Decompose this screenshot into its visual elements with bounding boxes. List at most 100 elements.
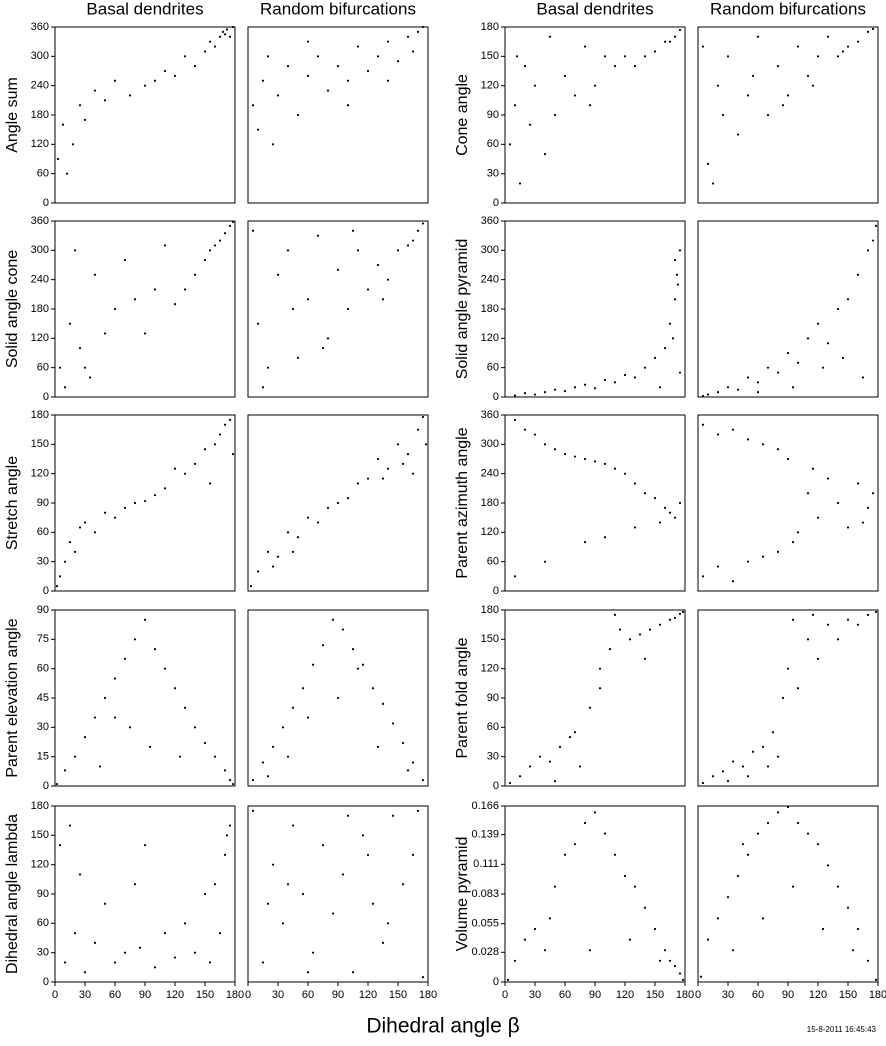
- plot-frame: [54, 26, 236, 204]
- point: [846, 45, 850, 48]
- point: [663, 40, 667, 43]
- x-tick-label: 0: [245, 989, 251, 1001]
- point: [523, 391, 527, 395]
- point: [726, 55, 730, 58]
- point: [593, 387, 597, 390]
- point: [786, 667, 790, 670]
- point: [321, 347, 325, 350]
- point: [668, 40, 672, 43]
- point: [61, 123, 65, 126]
- y-tick-label: 90: [37, 497, 49, 509]
- point: [608, 648, 612, 651]
- point: [78, 526, 82, 529]
- x-tick-label: 60: [302, 989, 314, 1001]
- y-tick-label: 120: [481, 526, 499, 538]
- point: [761, 745, 765, 748]
- point: [756, 35, 760, 38]
- point: [291, 550, 295, 553]
- point: [766, 765, 770, 768]
- point: [113, 677, 117, 680]
- point: [663, 506, 667, 509]
- point: [223, 232, 227, 235]
- point: [786, 351, 790, 355]
- point: [123, 951, 127, 954]
- y-tick-label: 60: [487, 556, 499, 568]
- point: [543, 153, 547, 156]
- y-tick-label: 60: [487, 362, 499, 374]
- point: [421, 25, 425, 29]
- point: [731, 760, 735, 763]
- point: [761, 917, 765, 920]
- point: [746, 775, 750, 778]
- point: [668, 322, 672, 325]
- y-tick-label: 60: [37, 168, 49, 180]
- point: [583, 821, 587, 825]
- point: [583, 383, 587, 386]
- point: [588, 104, 592, 107]
- point: [228, 779, 232, 782]
- point: [68, 541, 72, 544]
- y-tick-label: 0: [493, 391, 499, 403]
- point: [699, 975, 703, 978]
- point: [55, 585, 59, 588]
- point: [766, 821, 770, 825]
- point: [163, 667, 167, 670]
- point: [421, 779, 425, 782]
- point: [331, 912, 335, 915]
- point: [673, 616, 677, 619]
- point: [866, 959, 870, 962]
- point: [623, 874, 627, 878]
- point: [346, 307, 350, 311]
- point: [553, 113, 557, 117]
- point: [513, 394, 517, 397]
- point: [811, 84, 815, 87]
- y-tick-label: 0.083: [471, 888, 499, 900]
- point: [603, 832, 607, 835]
- point: [183, 706, 187, 709]
- point: [741, 843, 745, 846]
- y-tick-label: 120: [481, 80, 499, 92]
- point: [391, 722, 395, 725]
- point: [731, 580, 735, 583]
- point: [588, 706, 592, 709]
- y-tick-label: 60: [37, 362, 49, 374]
- point: [603, 462, 607, 465]
- point: [256, 322, 260, 325]
- point: [678, 972, 682, 975]
- x-tick-label: 0: [695, 989, 701, 1001]
- point: [643, 657, 647, 660]
- point: [336, 696, 340, 700]
- point: [133, 883, 137, 886]
- point: [706, 162, 710, 165]
- point: [113, 307, 117, 311]
- point: [613, 467, 617, 470]
- y-tick-label: 120: [31, 332, 49, 344]
- point: [796, 361, 800, 364]
- point: [336, 65, 340, 68]
- point: [866, 506, 870, 509]
- point: [816, 516, 820, 519]
- point: [721, 770, 725, 773]
- y-tick-label: 0: [43, 197, 49, 209]
- point: [406, 244, 410, 247]
- point: [153, 648, 157, 651]
- point: [213, 755, 217, 758]
- point: [598, 667, 602, 670]
- point: [776, 755, 780, 758]
- point: [671, 337, 675, 340]
- point: [861, 521, 865, 524]
- point: [781, 696, 785, 700]
- column-title: Random bifurcations: [260, 0, 416, 18]
- point: [411, 239, 415, 242]
- plot-frame: [54, 805, 236, 983]
- point: [256, 570, 260, 573]
- point: [681, 610, 685, 614]
- point: [261, 79, 265, 82]
- point: [223, 423, 227, 426]
- point: [791, 541, 795, 544]
- point: [396, 249, 400, 252]
- point: [371, 902, 375, 905]
- point: [811, 613, 815, 616]
- point: [588, 949, 592, 952]
- point: [183, 922, 187, 925]
